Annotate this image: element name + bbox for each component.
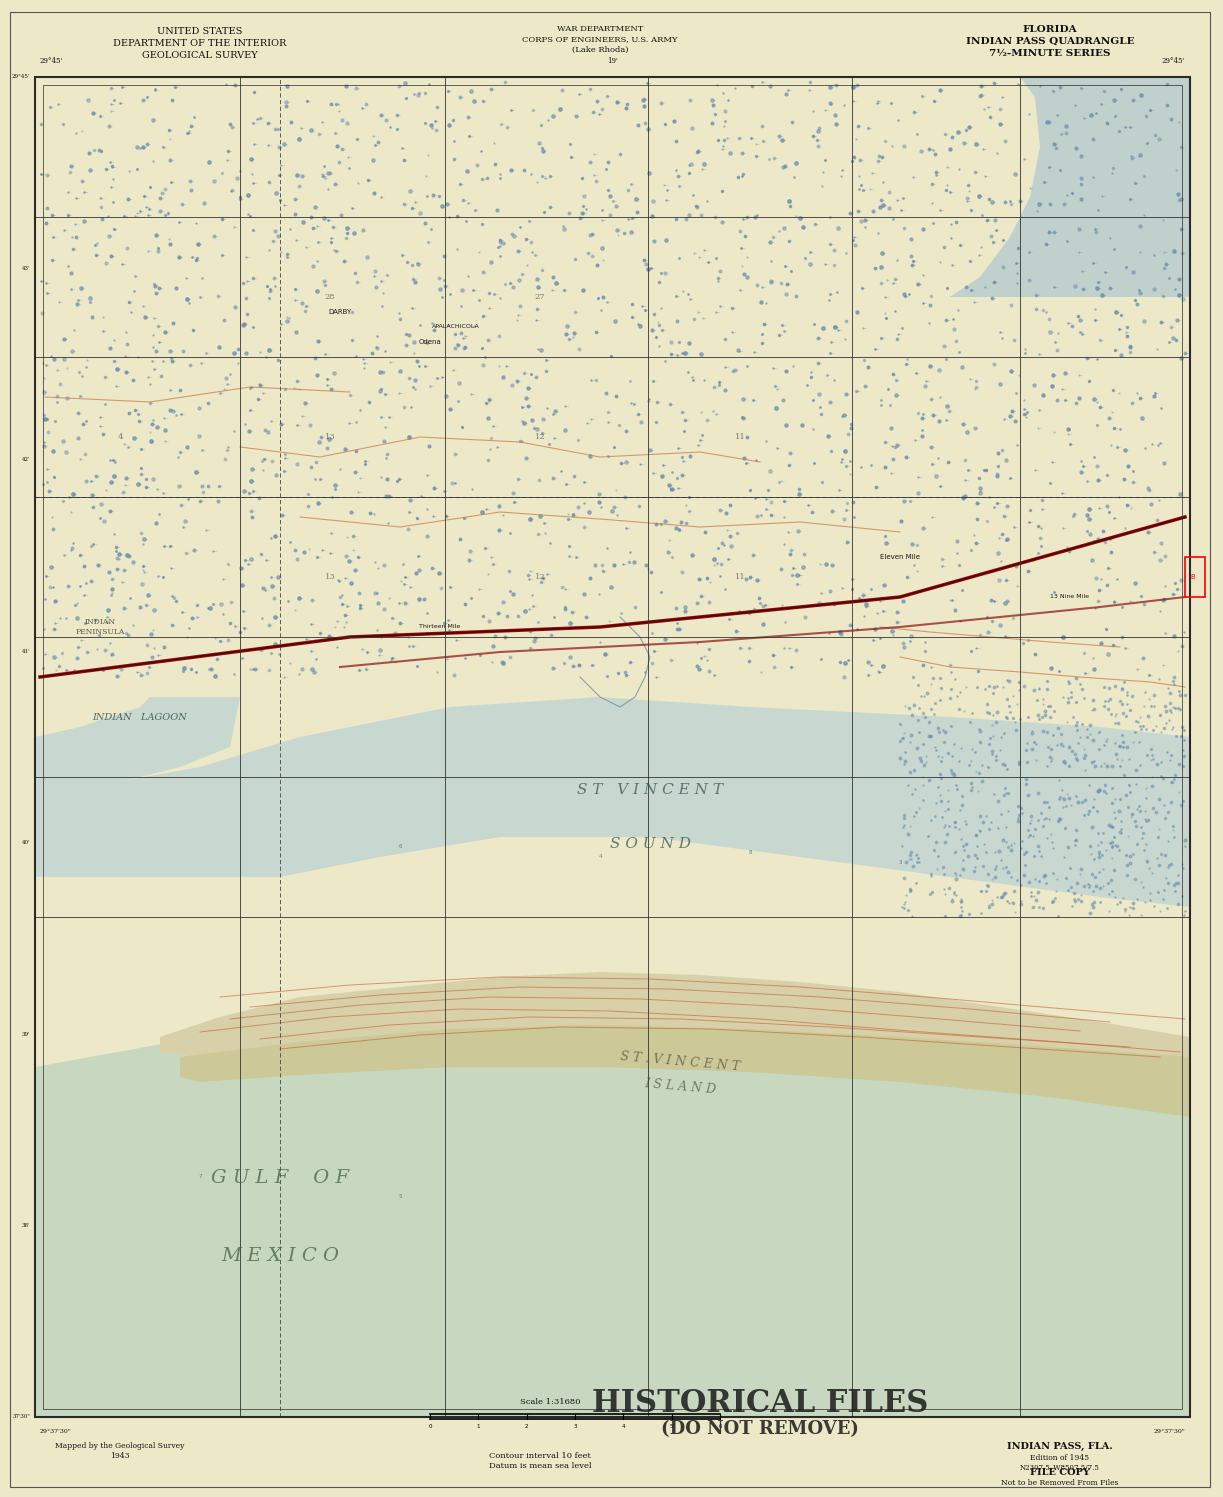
Text: 0: 0 bbox=[428, 1424, 432, 1430]
Text: 29°45': 29°45' bbox=[1162, 57, 1185, 64]
Text: 13 Nine Mile: 13 Nine Mile bbox=[1051, 594, 1088, 599]
Text: 3: 3 bbox=[574, 1424, 577, 1430]
Text: 39': 39' bbox=[22, 1031, 31, 1036]
Text: N2307.5–W8507.5/7.5: N2307.5–W8507.5/7.5 bbox=[1020, 1464, 1099, 1472]
Text: Eleven Mile: Eleven Mile bbox=[881, 554, 920, 560]
Text: 12: 12 bbox=[534, 433, 545, 442]
Text: 7: 7 bbox=[198, 1175, 202, 1180]
Text: 40': 40' bbox=[22, 840, 31, 846]
Text: 6: 6 bbox=[718, 1424, 722, 1430]
Text: INDIAN PASS, FLA.: INDIAN PASS, FLA. bbox=[1007, 1442, 1113, 1451]
Text: 19': 19' bbox=[607, 57, 618, 64]
Text: 29°37'30": 29°37'30" bbox=[1153, 1430, 1185, 1434]
Text: HISTORICAL FILES: HISTORICAL FILES bbox=[592, 1389, 928, 1419]
Text: 4: 4 bbox=[117, 433, 122, 442]
Text: 4: 4 bbox=[598, 855, 602, 859]
Text: Not to be Removed From Files: Not to be Removed From Files bbox=[1002, 1479, 1119, 1487]
Text: Thirteen Mile: Thirteen Mile bbox=[419, 624, 461, 630]
Text: 42': 42' bbox=[22, 458, 31, 463]
Bar bbox=[35, 76, 1190, 1418]
Text: 29°45': 29°45' bbox=[12, 75, 31, 79]
Text: B: B bbox=[1191, 573, 1195, 579]
Text: 13: 13 bbox=[324, 433, 335, 442]
Text: 5: 5 bbox=[670, 1424, 674, 1430]
Text: G U L F    O F

M E X I C O: G U L F O F M E X I C O bbox=[212, 1169, 349, 1265]
Text: Mapped by the Geological Survey
1943: Mapped by the Geological Survey 1943 bbox=[55, 1442, 185, 1461]
Text: Edition of 1945: Edition of 1945 bbox=[1031, 1454, 1090, 1463]
Text: 4: 4 bbox=[621, 1424, 625, 1430]
Polygon shape bbox=[950, 76, 1190, 296]
Polygon shape bbox=[35, 1016, 1190, 1418]
Bar bbox=[1185, 557, 1205, 597]
Text: 11: 11 bbox=[735, 573, 745, 581]
Text: 43': 43' bbox=[22, 266, 31, 271]
Text: Scale 1:31680: Scale 1:31680 bbox=[520, 1398, 580, 1406]
Text: WAR DEPARTMENT
CORPS OF ENGINEERS, U.S. ARMY
(Lake Rhoda): WAR DEPARTMENT CORPS OF ENGINEERS, U.S. … bbox=[522, 25, 678, 54]
Text: 27: 27 bbox=[534, 293, 545, 301]
Text: S T . V I N C E N T: S T . V I N C E N T bbox=[620, 1051, 740, 1073]
Text: I S L A N D: I S L A N D bbox=[643, 1078, 717, 1097]
Text: FLORIDA
INDIAN PASS QUADRANGLE
7½-MINUTE SERIES: FLORIDA INDIAN PASS QUADRANGLE 7½-MINUTE… bbox=[966, 25, 1134, 57]
Text: 29°45': 29°45' bbox=[40, 57, 64, 64]
Text: 3: 3 bbox=[898, 859, 901, 864]
Polygon shape bbox=[35, 627, 240, 796]
Text: FILE COPY: FILE COPY bbox=[1030, 1469, 1090, 1478]
Text: 37'30": 37'30" bbox=[12, 1415, 31, 1419]
Text: 28: 28 bbox=[324, 293, 335, 301]
Polygon shape bbox=[35, 698, 1190, 907]
Bar bbox=[43, 85, 1181, 1409]
Text: UNITED STATES
DEPARTMENT OF THE INTERIOR
GEOLOGICAL SURVEY: UNITED STATES DEPARTMENT OF THE INTERIOR… bbox=[114, 27, 286, 60]
Text: INDIAN
PENINSULA: INDIAN PENINSULA bbox=[76, 618, 125, 636]
Text: Odena: Odena bbox=[418, 338, 442, 344]
Text: 38': 38' bbox=[22, 1223, 31, 1228]
Text: 1: 1 bbox=[477, 1424, 481, 1430]
Bar bbox=[35, 76, 1190, 1418]
Text: Datum is mean sea level: Datum is mean sea level bbox=[489, 1463, 591, 1470]
Text: 29°37'30": 29°37'30" bbox=[40, 1430, 72, 1434]
Text: 6: 6 bbox=[399, 844, 401, 849]
Text: INDIAN   LAGOON: INDIAN LAGOON bbox=[93, 713, 187, 722]
Bar bbox=[35, 76, 1190, 698]
Polygon shape bbox=[35, 527, 201, 737]
Text: Contour interval 10 feet: Contour interval 10 feet bbox=[489, 1452, 591, 1460]
Text: 13: 13 bbox=[324, 573, 335, 581]
Text: 5: 5 bbox=[399, 1195, 401, 1199]
Polygon shape bbox=[180, 1025, 1190, 1117]
Text: 8: 8 bbox=[748, 849, 752, 855]
Text: 2: 2 bbox=[525, 1424, 528, 1430]
Text: S T   V I N C E N T

S O U N D: S T V I N C E N T S O U N D bbox=[577, 783, 723, 852]
Text: DARBY: DARBY bbox=[328, 308, 352, 314]
Text: APALACHICOLA: APALACHICOLA bbox=[432, 325, 479, 329]
Text: 12: 12 bbox=[534, 573, 545, 581]
Text: 41': 41' bbox=[22, 648, 31, 654]
Text: (DO NOT REMOVE): (DO NOT REMOVE) bbox=[662, 1421, 859, 1439]
Text: 11: 11 bbox=[735, 433, 745, 442]
Polygon shape bbox=[160, 972, 1190, 1097]
